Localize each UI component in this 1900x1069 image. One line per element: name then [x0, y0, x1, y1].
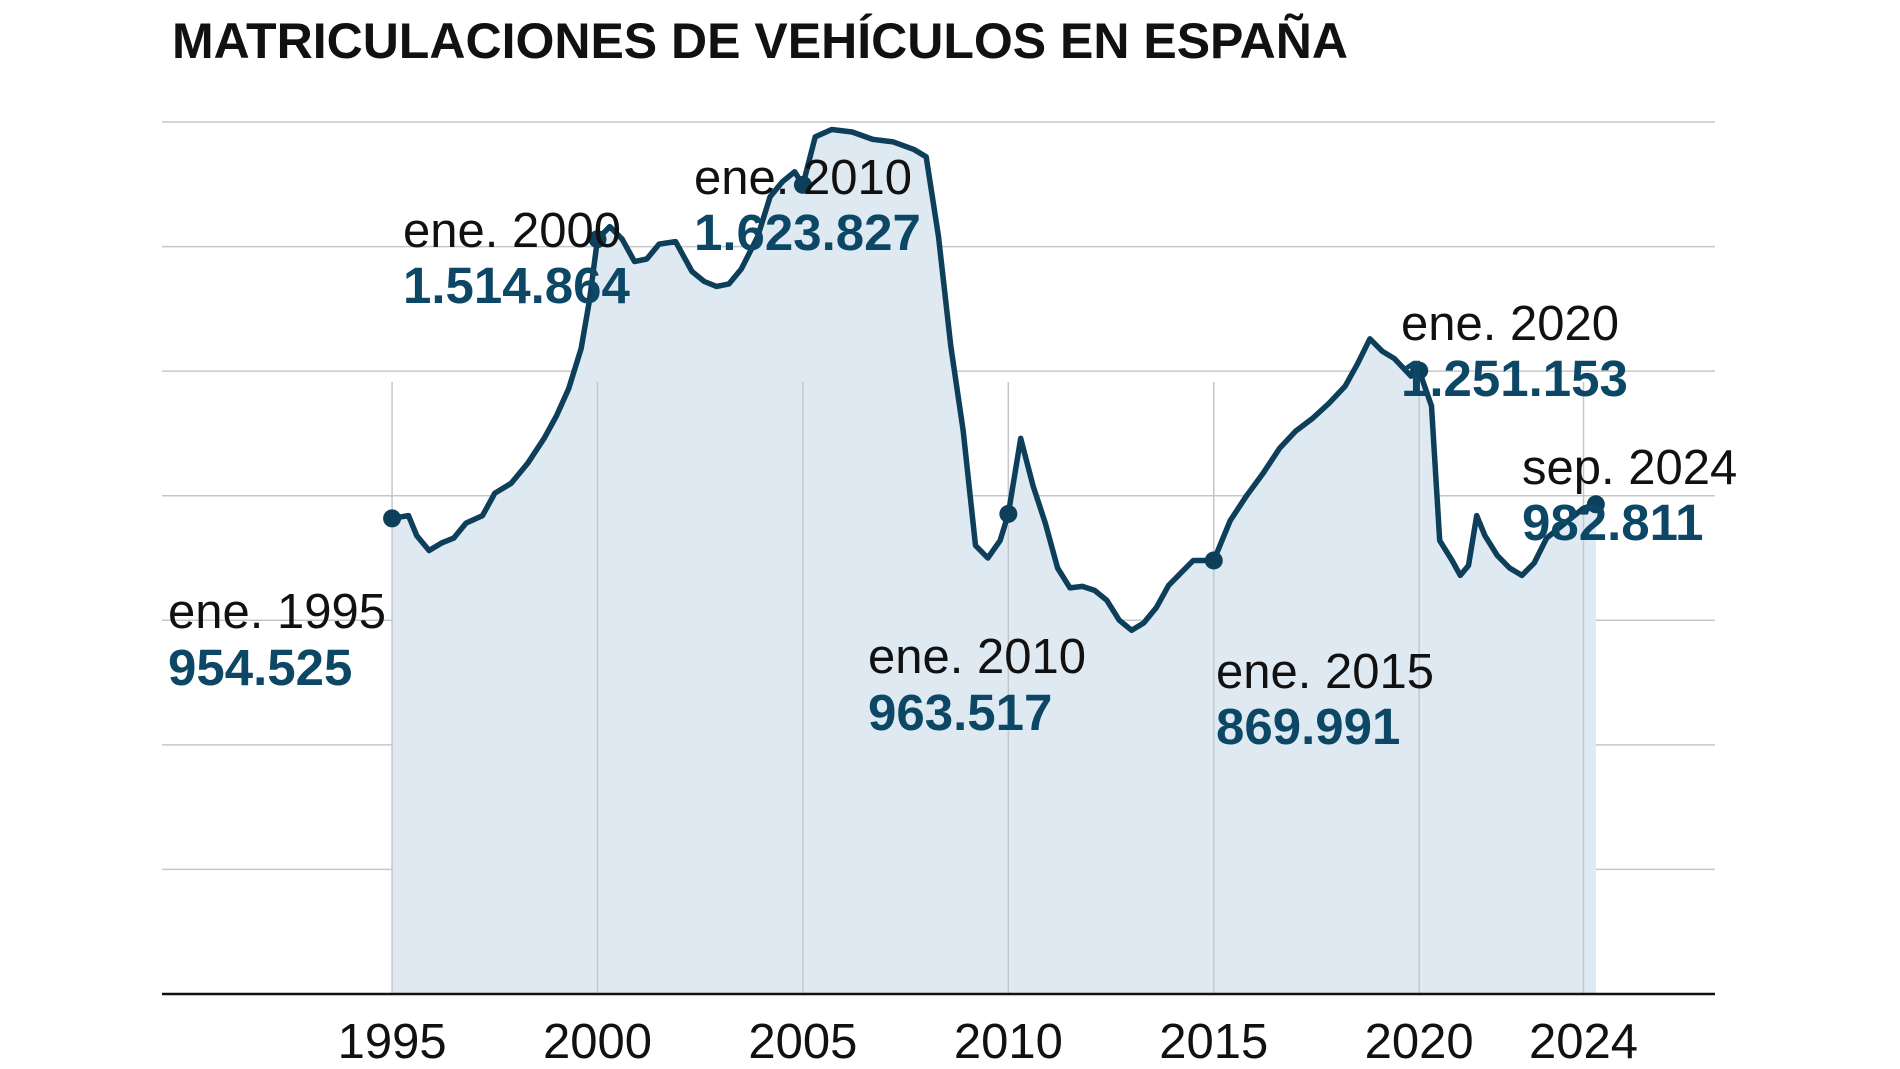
x-tick-label-2015: 2015: [1159, 1015, 1268, 1069]
annotation-value-2005-peak: 1.623.827: [694, 204, 921, 261]
point-982.811: [1586, 495, 1605, 514]
annotation-date-2010: ene. 2010: [868, 630, 1086, 684]
point-1.623.827: [793, 175, 812, 194]
x-tick-label-2000: 2000: [543, 1015, 652, 1069]
annotation-date-2000: ene. 2000: [403, 204, 621, 258]
point-1.251.153: [1410, 361, 1429, 380]
x-tick-label-2005: 2005: [748, 1015, 857, 1069]
point-954.525: [383, 509, 402, 528]
highlighted-points: [383, 175, 1605, 570]
annotation-date-2020: ene. 2020: [1401, 297, 1619, 351]
annotation-date-2005-peak: ene. 2010: [694, 151, 912, 205]
year-gridlines: [391, 382, 1585, 994]
annotation-value-2020: 1.251.153: [1401, 350, 1628, 407]
point-869.991: [1204, 551, 1223, 570]
annotation-value-1995: 954.525: [168, 639, 352, 696]
annotation-value-2000: 1.514.864: [403, 257, 631, 314]
annotation-date-2024: sep. 2024: [1522, 441, 1737, 495]
x-tick-label-2010: 2010: [954, 1015, 1063, 1069]
x-tick-label-2020: 2020: [1365, 1015, 1474, 1069]
x-tick-label-1995: 1995: [338, 1015, 447, 1069]
annotation-value-2010: 963.517: [868, 684, 1052, 741]
annotation-value-2015: 869.991: [1216, 698, 1400, 755]
x-axis-ticks: 1995 2000 2005 2010 2015 2020 2024: [338, 1015, 1638, 1069]
chart-title: MATRICULACIONES DE VEHÍCULOS EN ESPAÑA: [172, 13, 1348, 69]
series-area: [392, 129, 1596, 994]
annotation-date-1995: ene. 1995: [168, 585, 386, 639]
point-963.517: [999, 504, 1018, 523]
annotation-value-2024: 982.811: [1522, 494, 1704, 551]
annotation-date-2015: ene. 2015: [1216, 645, 1434, 699]
point-1.514.864: [588, 230, 607, 249]
annotations: ene. 1995 954.525 ene. 2000 1.514.864 en…: [168, 151, 1737, 755]
x-tick-label-2024: 2024: [1529, 1015, 1638, 1069]
